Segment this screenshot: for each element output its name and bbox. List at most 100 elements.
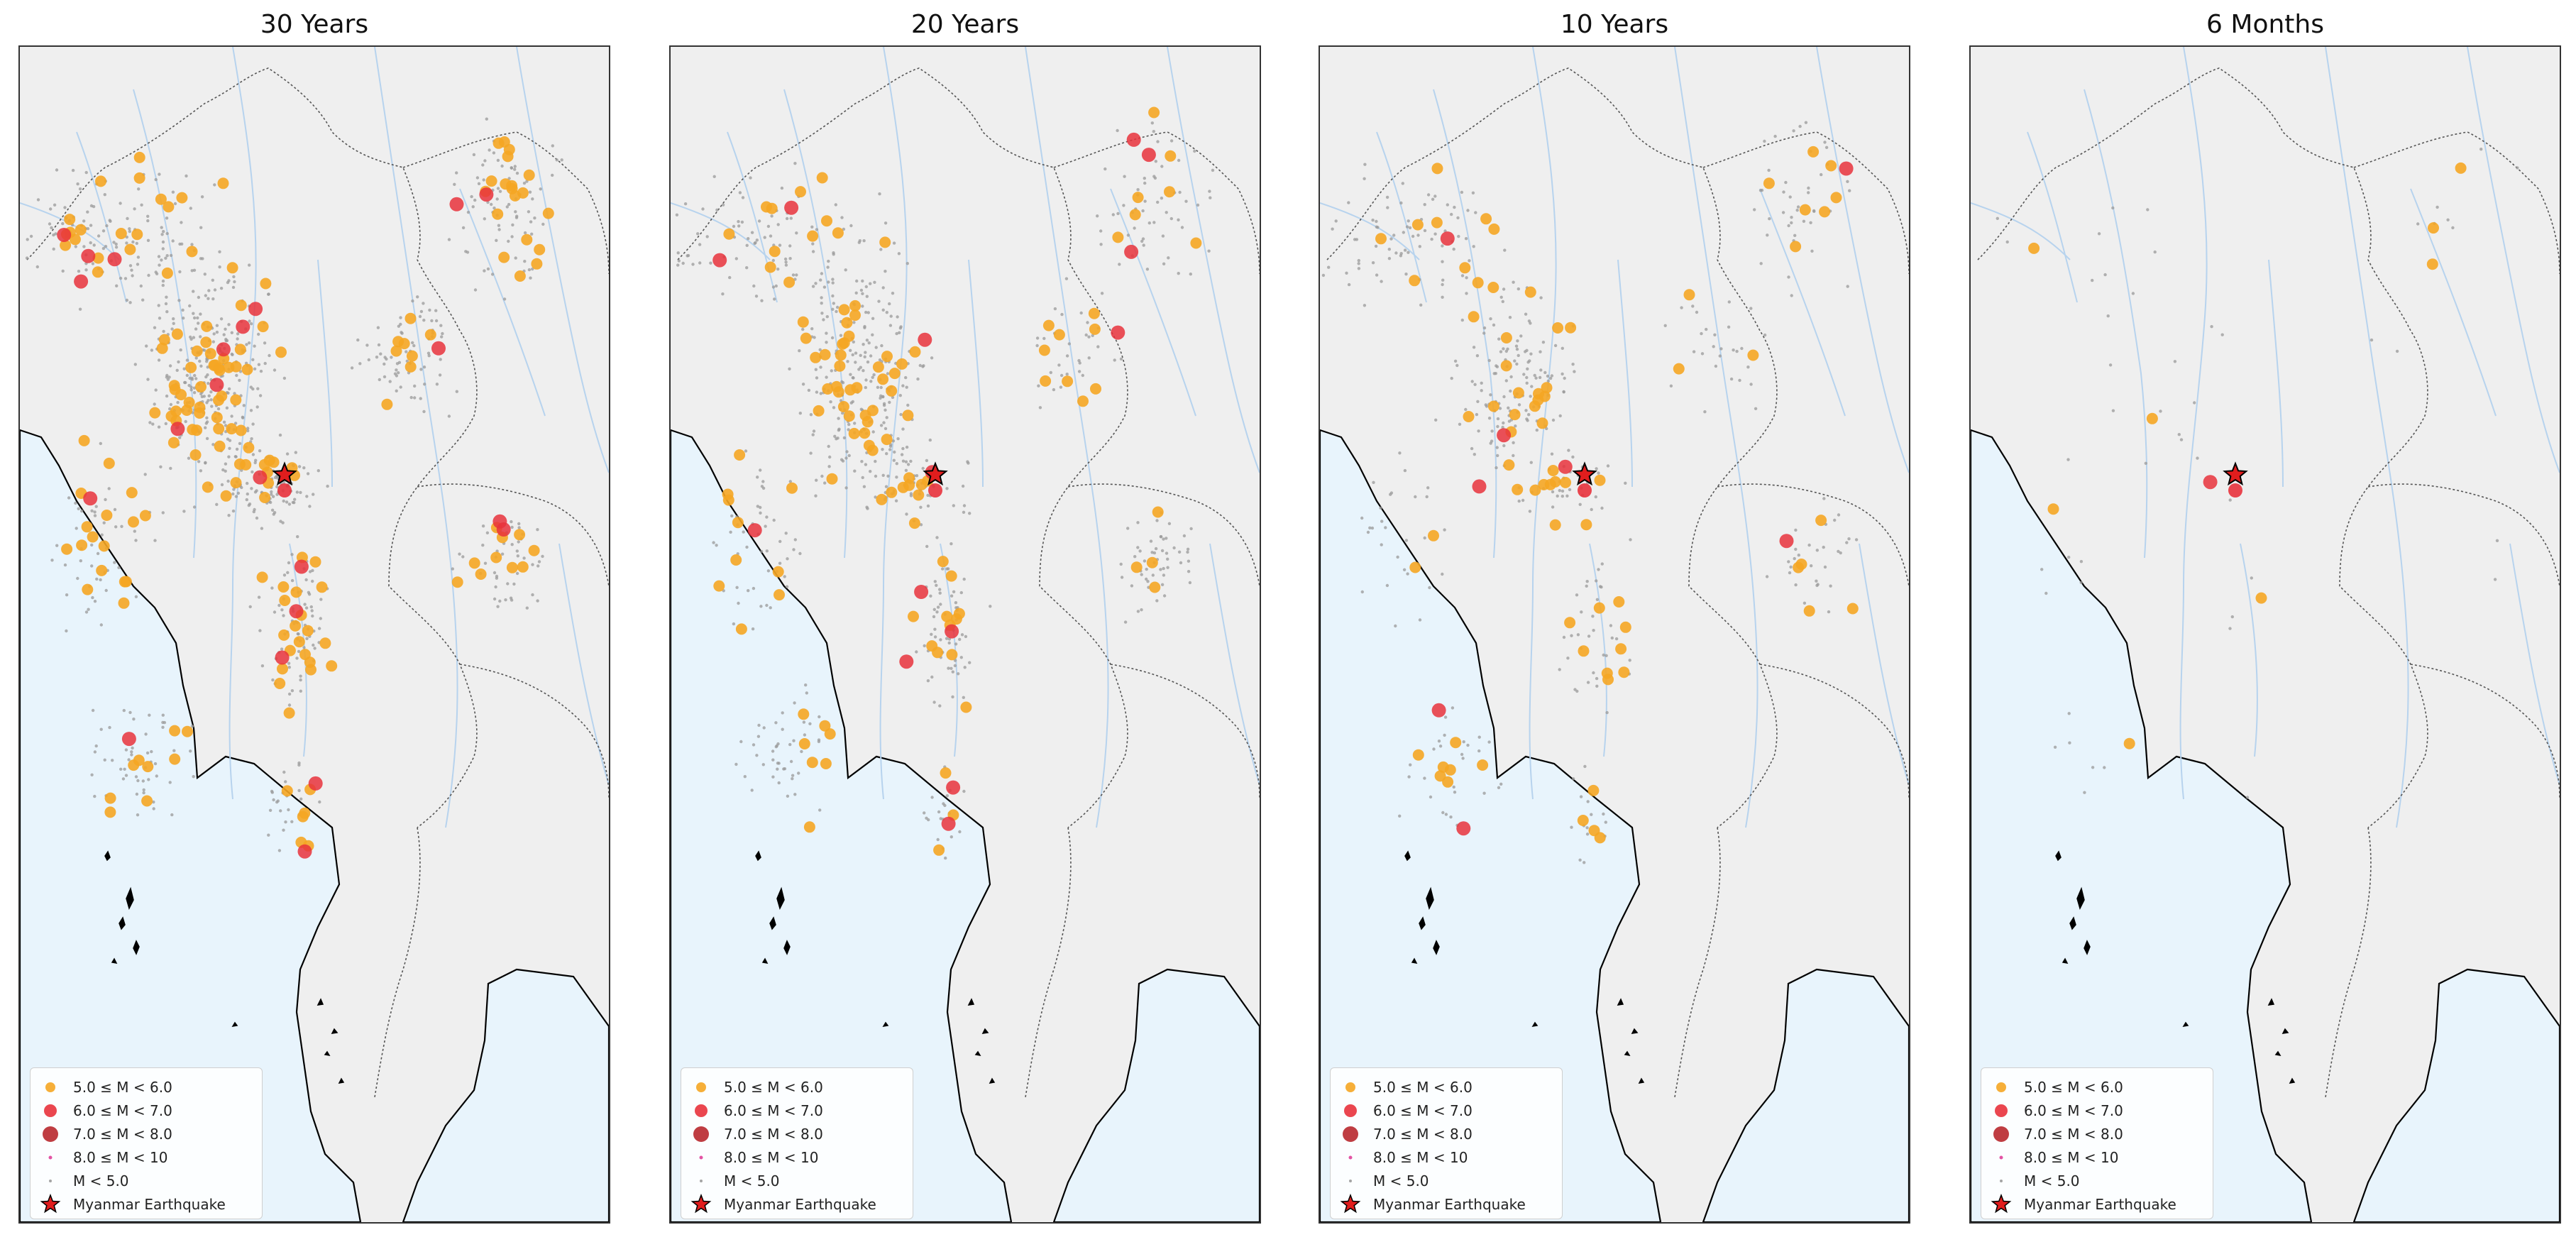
quake-marker-m0	[250, 437, 253, 441]
quake-marker-m0	[844, 486, 848, 490]
quake-marker-m0	[516, 554, 519, 558]
quake-marker-m0	[193, 373, 197, 378]
quake-marker-m0	[1680, 306, 1683, 309]
quake-marker-m5	[926, 640, 938, 652]
quake-marker-m0	[218, 250, 221, 253]
quake-marker-m0	[290, 578, 295, 583]
quake-marker-m0	[472, 153, 476, 157]
legend-label: 5.0 ≤ M < 6.0	[1373, 1078, 1473, 1096]
quake-marker-m0	[157, 255, 161, 258]
quake-marker-m0	[1398, 814, 1402, 818]
quake-marker-m0	[165, 295, 168, 299]
island	[111, 957, 118, 964]
quake-marker-m0	[1624, 481, 1627, 485]
quake-marker-m0	[230, 352, 233, 356]
quake-marker-m5	[214, 364, 226, 376]
country-border	[2410, 664, 2560, 800]
quake-marker-m0	[1517, 353, 1520, 358]
quake-marker-m0	[696, 232, 700, 236]
quake-marker-m0	[814, 494, 818, 498]
quake-marker-m0	[205, 436, 209, 441]
quake-marker-m0	[1575, 593, 1579, 597]
quake-marker-m0	[770, 214, 774, 218]
quake-marker-m5	[1815, 515, 1827, 527]
quake-marker-m0	[945, 487, 949, 490]
quake-marker-m0	[808, 722, 812, 725]
island	[331, 1028, 338, 1034]
quake-marker-m0	[898, 394, 902, 397]
quake-marker-m0	[1162, 262, 1166, 265]
quake-marker-m0	[2067, 712, 2071, 715]
quake-marker-m0	[50, 559, 54, 562]
quake-marker-m0	[287, 692, 292, 696]
quake-marker-m0	[1797, 554, 1800, 557]
legend-symbol-star	[40, 1193, 61, 1213]
quake-marker-m0	[1133, 226, 1136, 230]
quake-marker-m0	[132, 718, 136, 721]
quake-marker-m0	[188, 376, 192, 380]
quake-marker-m5	[1588, 825, 1600, 837]
quake-marker-m5	[803, 821, 815, 833]
quake-marker-m0	[1516, 339, 1519, 343]
quake-marker-m0	[827, 444, 830, 449]
quake-marker-m5	[243, 441, 255, 454]
quake-marker-m0	[86, 210, 89, 214]
quake-marker-m0	[2111, 206, 2115, 210]
quake-marker-m0	[962, 789, 966, 793]
quake-marker-m0	[169, 253, 173, 258]
quake-marker-m5	[213, 423, 225, 435]
quake-marker-m0	[128, 229, 131, 233]
quake-marker-m0	[93, 510, 97, 514]
legend-item-m0: M < 5.0	[688, 1169, 906, 1192]
quake-marker-m0	[961, 484, 965, 488]
island	[1617, 998, 1624, 1006]
map-canvas	[1971, 47, 2560, 1222]
quake-marker-m0	[2159, 410, 2162, 413]
quake-marker-m0	[1578, 502, 1582, 506]
quake-marker-m0	[123, 767, 126, 771]
quake-marker-m0	[1155, 599, 1159, 603]
quake-marker-m0	[1847, 537, 1851, 541]
quake-marker-m0	[74, 501, 77, 505]
quake-marker-m0	[788, 367, 791, 370]
quake-marker-m5	[2426, 258, 2438, 270]
quake-marker-m0	[61, 269, 65, 273]
quake-marker-m0	[1423, 203, 1426, 207]
quake-marker-m0	[832, 302, 835, 305]
quake-marker-m0	[212, 332, 216, 336]
quake-marker-m0	[282, 573, 287, 577]
quake-marker-m0	[880, 344, 884, 348]
quake-marker-m0	[189, 749, 192, 753]
quake-marker-m0	[238, 441, 242, 446]
quake-marker-m0	[885, 452, 888, 456]
quake-marker-m0	[1441, 295, 1444, 299]
quake-marker-m0	[881, 473, 885, 477]
legend-label: Myanmar Earthquake	[724, 1195, 876, 1213]
quake-marker-m5	[182, 725, 193, 737]
island	[2055, 850, 2062, 862]
quake-marker-m5	[475, 568, 487, 580]
quake-marker-m5	[1747, 349, 1759, 361]
quake-marker-m0	[135, 792, 139, 796]
quake-marker-m6	[1141, 148, 1156, 163]
quake-marker-m0	[151, 422, 155, 426]
quake-marker-m0	[864, 463, 868, 466]
quake-marker-m0	[958, 830, 962, 834]
quake-marker-m0	[1529, 395, 1532, 398]
quake-marker-m0	[506, 582, 510, 586]
quake-marker-m0	[1387, 257, 1392, 260]
quake-marker-m0	[1541, 341, 1546, 344]
quake-marker-m0	[2005, 240, 2009, 244]
quake-marker-m0	[296, 535, 299, 539]
legend-label: Myanmar Earthquake	[1373, 1195, 1526, 1213]
quake-marker-m0	[1713, 333, 1717, 336]
quake-marker-m0	[181, 308, 185, 312]
quake-marker-m0	[1527, 413, 1531, 417]
quake-marker-m0	[760, 485, 764, 488]
quake-marker-m0	[1416, 233, 1420, 237]
quake-marker-m0	[319, 617, 322, 620]
quake-marker-m0	[1812, 209, 1816, 213]
quake-marker-m0	[1629, 538, 1632, 542]
quake-marker-m0	[801, 327, 805, 331]
quake-marker-m0	[1746, 366, 1750, 369]
